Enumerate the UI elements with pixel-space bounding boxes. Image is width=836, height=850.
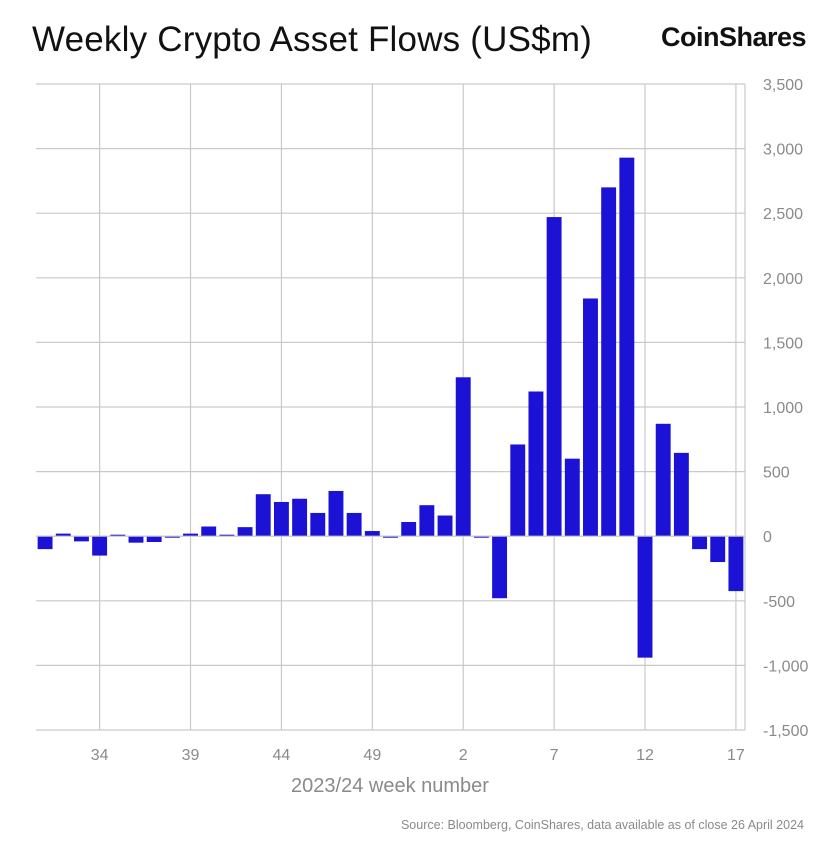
bar-week-6: [528, 391, 544, 537]
x-axis-ticks: 34 39 44 49 2 7 12 17: [91, 747, 745, 764]
y-tick-label: 3,000: [763, 142, 803, 159]
bar-week-47: [328, 490, 344, 537]
x-tick-label: 12: [636, 747, 654, 764]
bar-week-8: [564, 458, 580, 537]
bar-week-50: [383, 536, 398, 538]
bar-week-10: [601, 187, 617, 537]
brand-logo: CoinShares: [660, 22, 807, 52]
source-note: Source: Bloomberg, CoinShares, data avai…: [400, 818, 804, 832]
x-tick-label: 2: [459, 747, 468, 764]
bar-week-3: [473, 536, 489, 538]
bar-chart: 3,500 3,000 2,500 2,000 1,500 1,000 500 0 -500 -1…: [36, 77, 808, 797]
bar-week-1: [437, 515, 453, 537]
y-tick-label: 500: [763, 465, 790, 482]
bar-week-41: [219, 534, 235, 537]
bar-week-31: [37, 536, 53, 550]
y-axis-ticks: 3,500 3,000 2,500 2,000 1,500 1,000 500 0 -500 -1…: [763, 77, 808, 740]
bar-week-48: [346, 512, 362, 537]
bar-week-38: [164, 536, 180, 538]
bar-week-33: [73, 536, 89, 542]
y-tick-label: -1,000: [763, 658, 808, 675]
bar-week-52: [419, 505, 435, 537]
y-tick-label: 2,000: [763, 271, 803, 288]
bar-week-5: [510, 444, 526, 537]
bar-week-49: [364, 531, 380, 537]
bar-week-42: [237, 527, 253, 537]
bar-week-32: [55, 533, 71, 537]
bar-week-35: [110, 534, 126, 537]
y-tick-label: 2,500: [763, 206, 803, 223]
bar-week-43: [255, 494, 271, 537]
bar-week-40: [201, 526, 217, 537]
x-tick-label: 17: [727, 747, 745, 764]
y-tick-label: 3,500: [763, 77, 803, 94]
bar-week-9: [583, 298, 598, 537]
bar-week-44: [273, 501, 289, 537]
x-tick-label: 34: [91, 747, 109, 764]
bar-week-51: [401, 521, 417, 537]
y-tick-label: -1,500: [763, 723, 808, 740]
bar-week-7: [546, 217, 562, 537]
bar-week-15: [692, 536, 708, 550]
bar-week-39: [183, 533, 198, 537]
bar-week-13: [655, 423, 671, 537]
bar-week-37: [146, 536, 162, 543]
bar-week-36: [128, 536, 144, 543]
bar-series: [37, 157, 744, 658]
bar-week-2: [455, 377, 471, 537]
bar-week-14: [673, 452, 689, 537]
bar-week-11: [619, 157, 635, 537]
bar-week-46: [310, 512, 326, 537]
bar-week-17: [728, 536, 744, 592]
bar-week-12: [637, 536, 653, 658]
axis-lines: [36, 84, 746, 730]
bar-week-16: [710, 536, 726, 563]
x-tick-label: 7: [550, 747, 559, 764]
x-tick-label: 39: [182, 747, 200, 764]
bar-week-34: [92, 536, 108, 556]
y-tick-label: 1,500: [763, 335, 803, 352]
x-tick-label: 49: [363, 747, 381, 764]
bar-week-4: [492, 536, 508, 599]
y-tick-label: 1,000: [763, 400, 803, 417]
y-tick-label: 0: [763, 529, 772, 546]
x-tick-label: 44: [273, 747, 291, 764]
chart-title: Weekly Crypto Asset Flows (US$m): [32, 20, 593, 59]
bar-week-45: [292, 498, 308, 537]
x-axis-label: 2023/24 week number: [291, 775, 489, 797]
y-tick-label: -500: [763, 594, 795, 611]
